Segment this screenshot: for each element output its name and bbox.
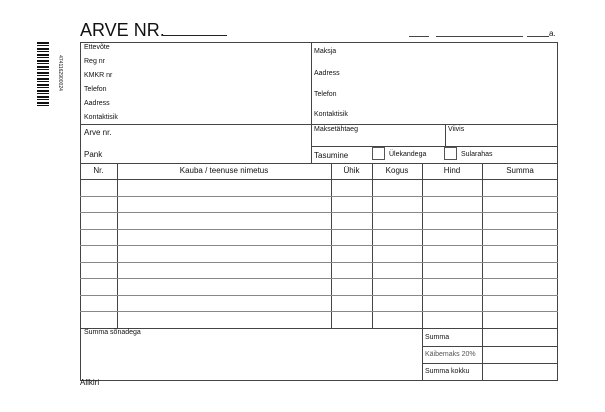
header-kogus: Kogus xyxy=(385,166,409,175)
label-buyer-aadress: Aadress xyxy=(314,70,340,77)
table-row-divider xyxy=(80,311,558,312)
table-row-divider xyxy=(80,229,558,230)
header-uhik: Ühik xyxy=(343,166,360,175)
date-month-line xyxy=(436,36,523,37)
label-maksetahtaeg: Maksetähtaeg xyxy=(314,126,358,133)
label-telefon: Telefon xyxy=(84,86,107,93)
header-nimetus: Kauba / teenuse nimetus xyxy=(179,166,269,175)
date-year-line xyxy=(527,36,549,37)
label-sularahas: Sularahas xyxy=(461,151,493,158)
table-row-divider xyxy=(80,245,558,246)
transfer-checkbox[interactable] xyxy=(372,147,385,160)
label-pank: Pank xyxy=(84,150,103,159)
label-kaibemaks: Käibemaks 20% xyxy=(425,351,476,358)
label-ulekandega: Ülekandega xyxy=(389,151,427,158)
label-aadress: Aadress xyxy=(84,100,110,107)
label-buyer-kontaktisik: Kontaktisik xyxy=(314,111,348,118)
barcode xyxy=(37,42,49,106)
label-kmkr-nr: KMKR nr xyxy=(84,72,113,79)
label-viivis: Viivis xyxy=(448,126,465,133)
table-row-divider xyxy=(80,212,558,213)
label-allkiri: Allkiri xyxy=(80,378,100,387)
invoice-title: ARVE NR. xyxy=(80,20,165,40)
invoice-number-line xyxy=(162,35,227,36)
label-maksja: Maksja xyxy=(314,48,337,55)
header-summa: Summa xyxy=(506,166,534,175)
table-row-divider xyxy=(80,278,558,279)
invoice-form xyxy=(80,42,558,381)
label-buyer-telefon: Telefon xyxy=(314,91,337,98)
label-ettevote: Ettevõte xyxy=(84,44,110,51)
header-hind: Hind xyxy=(443,166,461,175)
label-reg-nr: Reg nr xyxy=(84,58,106,65)
label-summa-sonadega: Summa sõnadega xyxy=(84,329,141,336)
label-kontaktisik: Kontaktisik xyxy=(84,114,118,121)
label-summa-kokku: Summa kokku xyxy=(425,368,470,375)
cash-checkbox[interactable] xyxy=(444,147,457,160)
table-row-divider xyxy=(80,295,558,296)
label-tasumine: Tasumine xyxy=(314,151,349,160)
header-nr: Nr. xyxy=(93,166,104,175)
label-summa: Summa xyxy=(425,334,450,341)
table-row-divider xyxy=(80,262,558,263)
date-suffix: a. xyxy=(549,29,556,38)
table-row-divider xyxy=(80,196,558,197)
label-arve-nr: Arve nr. xyxy=(84,128,112,137)
barcode-digits: 4741162900024 xyxy=(57,55,63,91)
date-day-line xyxy=(409,36,429,37)
